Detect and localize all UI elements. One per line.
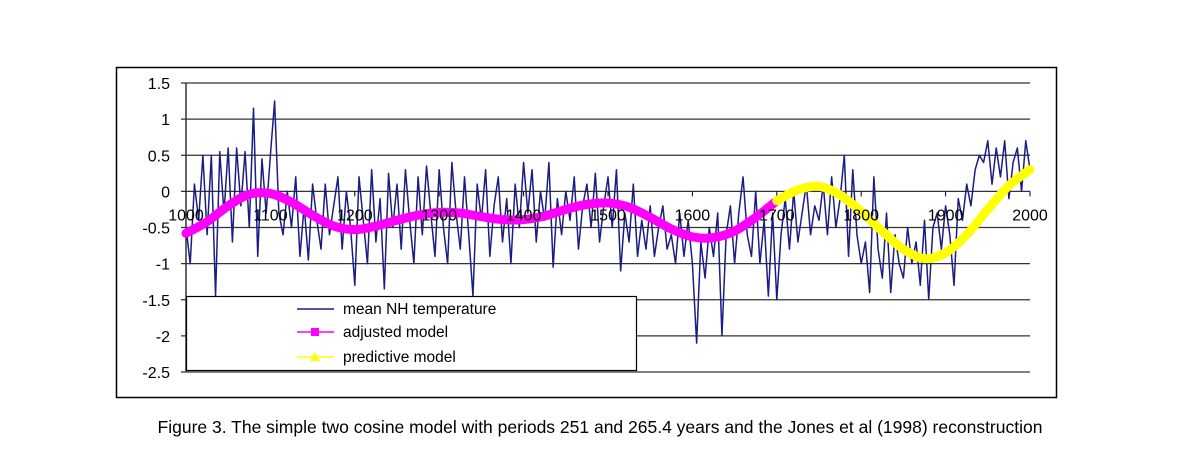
legend-label-adjusted: adjusted model xyxy=(343,324,448,341)
y-tick-label: -2.5 xyxy=(142,365,170,382)
chart: 1.5 1 0.5 0 -0.5 -1 -1.5 -2 -2.5 1000 1100 1200 130… xyxy=(115,66,1058,399)
legend-marker-square xyxy=(311,328,319,336)
x-tick-label: 1100 xyxy=(253,207,288,224)
legend-label-temperature: mean NH temperature xyxy=(343,301,496,318)
y-tick-label: -1.5 xyxy=(142,293,170,310)
x-tick-label: 1500 xyxy=(590,207,626,224)
x-tick-label: 1600 xyxy=(675,207,711,224)
legend-box xyxy=(185,295,638,372)
series-line-predictive-model xyxy=(772,165,1035,264)
y-tick-label: 1.5 xyxy=(148,76,170,93)
y-tick-label: -0.5 xyxy=(142,221,170,238)
legend-marker-triangle xyxy=(310,352,320,361)
x-tick-label: 1800 xyxy=(843,207,879,224)
x-tick-label: 1400 xyxy=(506,207,542,224)
x-tick-label: 1900 xyxy=(928,207,964,224)
x-tick-label: 2000 xyxy=(1012,207,1048,224)
y-tick-label: 1 xyxy=(161,112,170,129)
series-line-mean-nh-temperature xyxy=(185,100,1031,344)
x-tick-label: 1700 xyxy=(759,207,795,224)
x-tick-label: 1200 xyxy=(337,207,373,224)
x-tick-label: 1300 xyxy=(421,207,457,224)
y-tick-label: -1 xyxy=(156,257,170,274)
figure-caption: Figure 3. The simple two cosine model wi… xyxy=(157,417,1043,437)
legend: mean NH temperature adjusted model predi… xyxy=(185,295,638,372)
legend-label-predictive: predictive model xyxy=(343,349,456,366)
series-line-adjusted-model xyxy=(181,188,782,243)
y-tick-label: -2 xyxy=(156,329,170,346)
y-tick-label: 0.5 xyxy=(148,148,170,165)
y-tick-label: 0 xyxy=(161,184,170,201)
x-tick-label: 1000 xyxy=(168,207,204,224)
